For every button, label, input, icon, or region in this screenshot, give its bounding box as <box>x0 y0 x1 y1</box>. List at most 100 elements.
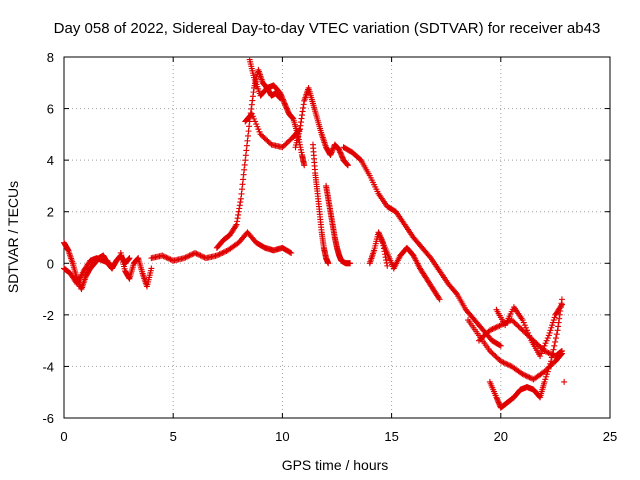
data-point <box>538 350 545 357</box>
data-point <box>488 349 495 356</box>
data-point <box>536 342 543 349</box>
data-point <box>260 133 267 140</box>
data-point <box>255 126 262 133</box>
data-point <box>551 314 558 321</box>
data-point <box>216 251 223 258</box>
data-point <box>544 368 551 375</box>
data-point <box>249 113 256 120</box>
data-point <box>301 162 308 169</box>
data-point <box>496 342 503 349</box>
data-point <box>347 260 354 267</box>
data-point <box>523 373 530 380</box>
data-point <box>475 337 482 344</box>
data-point <box>200 253 207 260</box>
data-point <box>546 363 553 370</box>
data-point <box>520 319 527 326</box>
data-point <box>282 141 289 148</box>
x-tick-label: 20 <box>494 429 508 444</box>
data-point <box>508 317 515 324</box>
data-point <box>551 342 558 349</box>
data-point <box>286 137 293 144</box>
data-point <box>548 358 555 365</box>
data-point <box>484 329 491 336</box>
x-tick-label: 10 <box>275 429 289 444</box>
data-point <box>493 324 500 331</box>
axis-ticks <box>63 56 611 419</box>
data-point <box>215 251 222 258</box>
data-point <box>490 325 497 332</box>
data-point <box>280 142 287 149</box>
data-point <box>477 336 484 343</box>
data-point <box>488 326 495 333</box>
data-point <box>552 335 559 342</box>
data-point <box>489 326 496 333</box>
x-tick-label: 15 <box>384 429 398 444</box>
data-point <box>544 335 551 342</box>
data-point <box>263 136 270 143</box>
data-point <box>497 342 504 349</box>
data-point <box>284 139 291 146</box>
data-point <box>519 317 526 324</box>
data-point <box>505 362 512 369</box>
data-point <box>453 289 460 296</box>
data-point <box>159 252 166 259</box>
data-point <box>526 332 533 339</box>
data-point <box>558 348 565 355</box>
data-point <box>537 344 544 351</box>
data-point <box>148 265 155 272</box>
data-point <box>486 347 493 354</box>
data-point <box>526 374 533 381</box>
data-point <box>489 350 496 357</box>
data-point <box>189 251 196 258</box>
data-point <box>541 342 548 349</box>
data-point <box>192 249 199 256</box>
data-point <box>435 295 442 302</box>
data-point <box>288 249 295 256</box>
data-point <box>547 327 554 334</box>
data-point <box>515 323 522 330</box>
y-tick-label: 2 <box>47 205 54 220</box>
x-tick-labels: 0 5 10 15 20 25 <box>60 429 617 444</box>
data-point <box>518 326 525 333</box>
data-point <box>478 335 485 342</box>
data-point <box>545 366 552 373</box>
data-point <box>539 347 546 354</box>
data-point <box>550 346 557 353</box>
data-point <box>545 332 552 339</box>
data-point <box>547 360 554 367</box>
data-point <box>167 256 174 263</box>
data-point <box>258 132 265 139</box>
data-point <box>496 322 503 329</box>
data-point <box>196 251 203 258</box>
data-point <box>181 255 188 262</box>
data-point <box>219 249 226 256</box>
data-point <box>325 260 332 267</box>
data-point <box>193 250 200 257</box>
data-point <box>527 335 534 342</box>
data-point <box>510 318 517 325</box>
data-point <box>481 332 488 339</box>
data-point <box>497 358 504 365</box>
y-tick-label: 4 <box>47 153 54 168</box>
data-point <box>543 373 550 380</box>
data-point <box>185 253 192 260</box>
grid <box>64 57 610 418</box>
data-point <box>166 255 173 262</box>
data-point <box>252 118 259 125</box>
data-point <box>482 331 489 338</box>
data-point <box>545 349 552 356</box>
y-tick-label: -4 <box>42 359 54 374</box>
data-point <box>548 354 555 361</box>
chart-title: Day 058 of 2022, Sidereal Day-to-day VTE… <box>54 20 601 37</box>
data-point <box>490 351 497 358</box>
data-point <box>499 358 506 365</box>
x-tick-label: 5 <box>170 429 177 444</box>
y-tick-labels: -6 -4 -2 0 2 4 6 8 <box>42 50 54 426</box>
data-point <box>480 333 487 340</box>
data-point <box>257 131 264 138</box>
data-point <box>516 324 523 331</box>
data-point <box>160 253 167 260</box>
data-point <box>279 144 286 151</box>
data-point <box>512 320 519 327</box>
